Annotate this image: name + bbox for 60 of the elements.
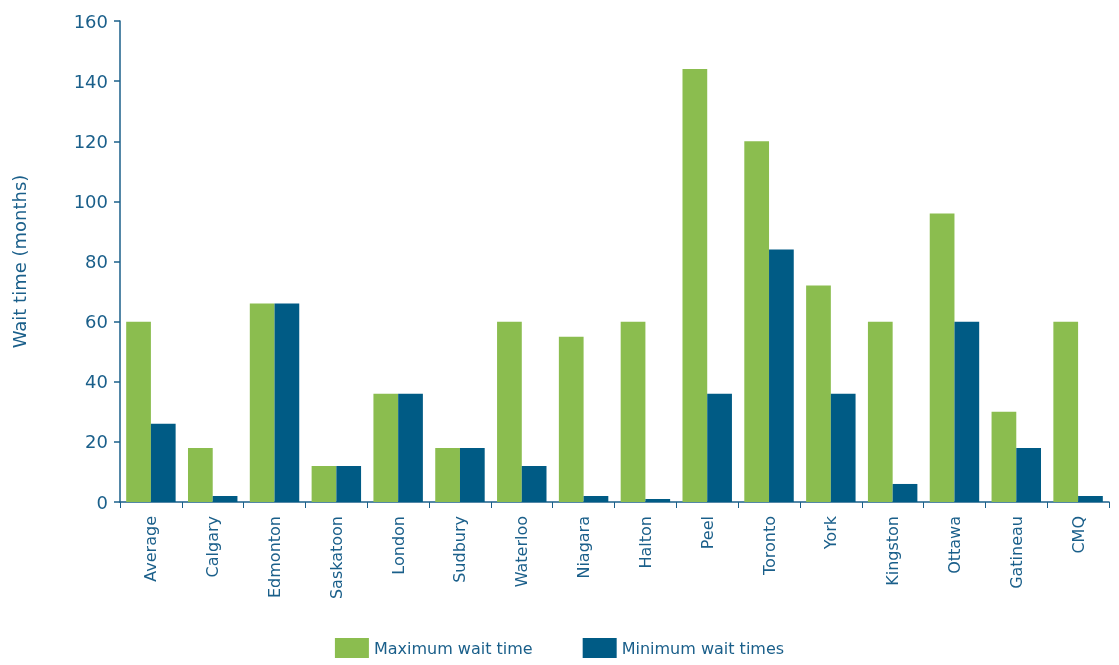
bar: [1053, 321, 1079, 502]
x-tick-label: Average: [141, 516, 161, 582]
legend-label: Maximum wait time: [373, 638, 533, 658]
bar: [929, 213, 955, 502]
bar: [398, 393, 423, 502]
x-tick-label: Gatineau: [1006, 516, 1026, 589]
x-tick-label: CMQ: [1068, 516, 1088, 554]
x-tick-label: Kingston: [883, 516, 903, 586]
y-tick-label: 120: [73, 130, 108, 152]
bar: [744, 141, 770, 502]
y-tick-label: 20: [85, 431, 108, 453]
bar: [497, 321, 522, 502]
bar: [459, 447, 485, 502]
bar: [1078, 495, 1103, 502]
x-tick-label: York: [821, 515, 841, 551]
bar: [806, 285, 831, 502]
bar: [620, 321, 646, 502]
x-tick-label: Sudbury: [450, 516, 470, 583]
bar: [435, 447, 460, 502]
x-tick-label: Ottawa: [944, 516, 964, 574]
y-tick-label: 140: [73, 70, 108, 92]
x-tick-label: Halton: [635, 516, 655, 569]
bar: [150, 423, 176, 502]
bar: [336, 465, 362, 502]
legend-label: Minimum wait times: [621, 638, 785, 658]
bar: [645, 498, 671, 502]
x-tick-label: Niagara: [574, 516, 594, 579]
x-tick-label: Peel: [697, 516, 717, 550]
x-tick-label: London: [388, 516, 408, 575]
bar: [249, 303, 275, 502]
bar: [311, 465, 337, 502]
bar: [373, 393, 399, 502]
y-tick-label: 40: [85, 371, 108, 393]
y-axis-title: Wait time (months): [8, 174, 30, 349]
y-tick-label: 100: [73, 190, 108, 212]
bar: [830, 393, 856, 502]
bar: [187, 447, 213, 502]
bar: [583, 495, 609, 502]
y-tick-label: 60: [85, 311, 108, 333]
x-tick-label: Toronto: [759, 516, 779, 577]
x-tick-label: Saskatoon: [326, 516, 346, 600]
bar: [769, 249, 794, 502]
bar: [1016, 447, 1042, 502]
bar: [558, 336, 584, 502]
bar: [126, 321, 151, 502]
x-tick-label: Edmonton: [265, 516, 285, 598]
bar: [521, 465, 547, 502]
bar: [991, 411, 1017, 502]
x-tick-label: Waterloo: [512, 516, 532, 588]
bar: [892, 483, 918, 502]
bar: [707, 393, 732, 502]
y-tick-label: 160: [73, 10, 108, 32]
bar: [954, 321, 980, 502]
bar: [867, 321, 893, 502]
bar: [274, 303, 300, 502]
x-tick-label: Calgary: [203, 516, 223, 578]
bar: [212, 495, 238, 502]
y-tick-label: 80: [85, 251, 108, 272]
bar: [682, 69, 708, 502]
y-tick-label: 0: [96, 491, 108, 513]
